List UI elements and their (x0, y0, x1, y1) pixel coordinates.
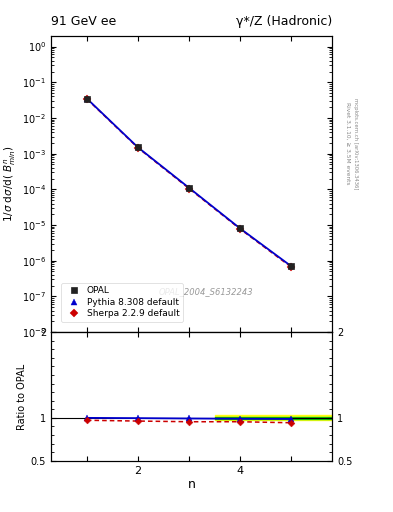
Sherpa 2.2.9 default (238, 226, 242, 232)
Pythia 8.308 default (136, 144, 140, 151)
Text: 91 GeV ee: 91 GeV ee (51, 15, 116, 29)
Sherpa 2.2.9 default (289, 264, 294, 270)
OPAL (289, 263, 294, 269)
Sherpa 2.2.9 default (84, 96, 89, 102)
Line: Pythia 8.308 default: Pythia 8.308 default (83, 95, 295, 270)
OPAL (187, 185, 191, 191)
Pythia 8.308 default (84, 95, 89, 101)
Text: mcplots.cern.ch [arXiv:1306.3436]: mcplots.cern.ch [arXiv:1306.3436] (353, 98, 358, 189)
X-axis label: n: n (187, 478, 196, 492)
Line: OPAL: OPAL (83, 95, 295, 270)
Pythia 8.308 default (187, 185, 191, 191)
Sherpa 2.2.9 default (187, 185, 191, 191)
Legend: OPAL, Pythia 8.308 default, Sherpa 2.2.9 default: OPAL, Pythia 8.308 default, Sherpa 2.2.9… (61, 283, 183, 322)
Text: Rivet 3.1.10, ≥ 3.5M events: Rivet 3.1.10, ≥ 3.5M events (345, 102, 350, 185)
Text: γ*/Z (Hadronic): γ*/Z (Hadronic) (236, 15, 332, 29)
Pythia 8.308 default (289, 263, 294, 269)
OPAL (238, 225, 242, 231)
OPAL (84, 95, 89, 101)
Line: Sherpa 2.2.9 default: Sherpa 2.2.9 default (84, 96, 294, 270)
Pythia 8.308 default (238, 225, 242, 231)
Text: OPAL_2004_S6132243: OPAL_2004_S6132243 (158, 287, 253, 296)
Sherpa 2.2.9 default (136, 145, 140, 151)
Y-axis label: 1/$\sigma$ d$\sigma$/d( $B^n_{min}$): 1/$\sigma$ d$\sigma$/d( $B^n_{min}$) (2, 145, 18, 222)
Y-axis label: Ratio to OPAL: Ratio to OPAL (17, 364, 27, 430)
OPAL (136, 144, 140, 151)
